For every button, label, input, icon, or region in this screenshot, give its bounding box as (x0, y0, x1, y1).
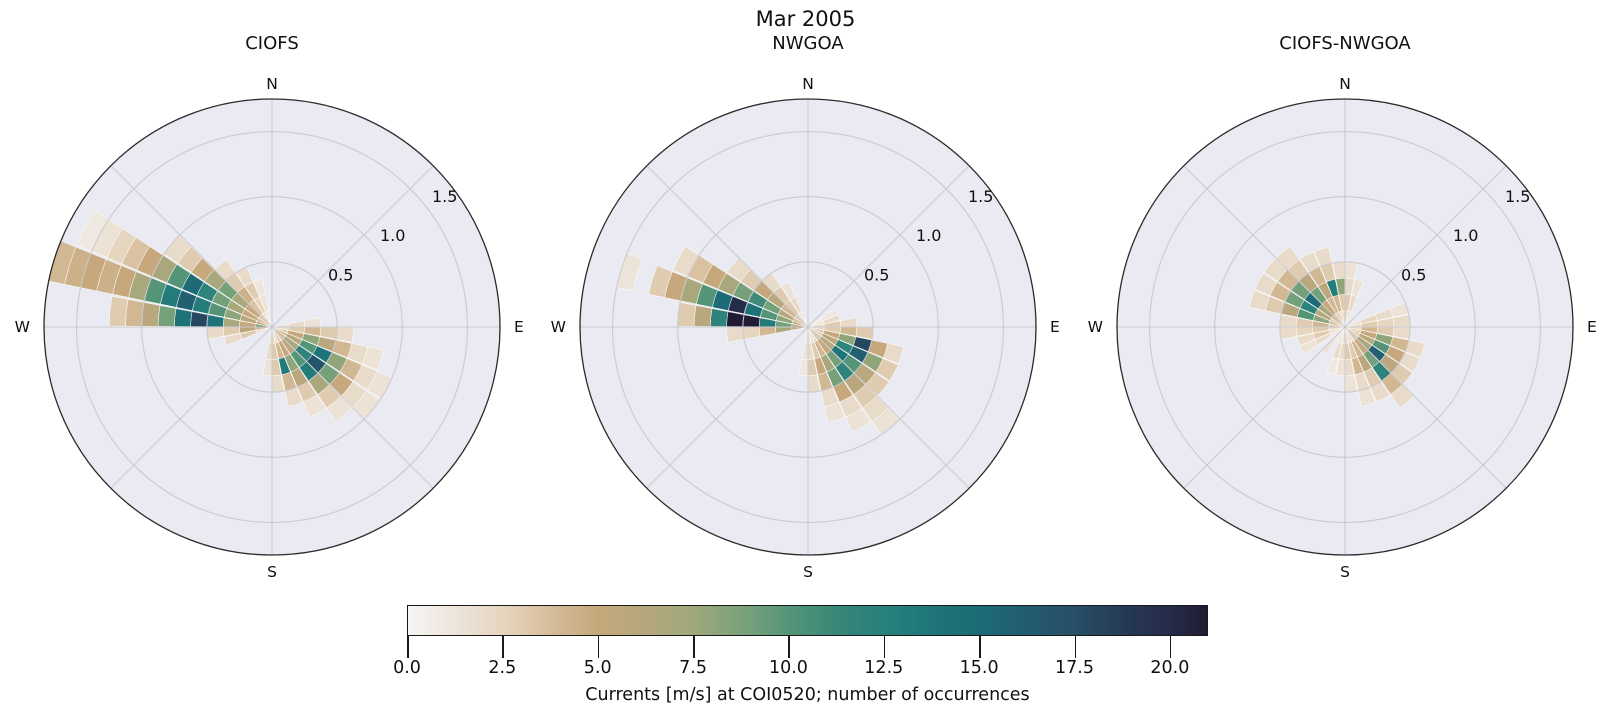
svg-text:1.0: 1.0 (380, 226, 405, 245)
svg-text:E: E (514, 318, 524, 336)
colorbar-tick (597, 636, 600, 658)
colorbar-tick-label: 0.0 (393, 658, 421, 678)
svg-text:S: S (1340, 563, 1350, 580)
colorbar-tick (979, 636, 981, 658)
colorbar-label: Currents [m/s] at COI0520; number of occ… (585, 685, 1030, 705)
colorbar-tick (883, 636, 886, 658)
ciofs-rose-plot: N E S W 0.5 1.0 1.5 (15, 75, 524, 580)
colorbar-tick (788, 636, 790, 658)
subplot-ciofs: CIOFS N E S W 0.5 1.0 1.5 (12, 33, 532, 580)
colorbar-gradient (407, 605, 1208, 636)
svg-text:0.5: 0.5 (864, 265, 889, 284)
subplot-nwgoa: NWGOA N E S W 0.5 1.0 1.5 (548, 33, 1068, 580)
svg-text:W: W (1088, 318, 1103, 336)
svg-text:W: W (551, 318, 566, 336)
colorbar-tick-label: 20.0 (1150, 658, 1190, 678)
colorbar-tick-label: 2.5 (488, 658, 517, 678)
nwgoa-rose-plot: N E S W 0.5 1.0 1.5 (551, 75, 1060, 580)
colorbar-tick (407, 636, 409, 658)
svg-text:1.5: 1.5 (1505, 187, 1530, 206)
ciofs-nwgoa-rose-plot: N E S W 0.5 1.0 1.5 (1088, 75, 1597, 580)
svg-text:1.0: 1.0 (916, 226, 941, 245)
colorbar-tick-label: 7.5 (679, 658, 707, 678)
colorbar-tick-label: 15.0 (959, 658, 999, 678)
svg-text:N: N (802, 75, 814, 93)
subplot-title-nwgoa: NWGOA (772, 33, 844, 54)
colorbar-tick (693, 636, 695, 658)
svg-text:E: E (1050, 318, 1060, 336)
subplot-title-ciofs: CIOFS (245, 33, 299, 54)
svg-text:S: S (267, 563, 277, 580)
figure-title: Mar 2005 (755, 7, 856, 31)
svg-text:0.5: 0.5 (328, 265, 353, 284)
subplot-ciofs-nwgoa: CIOFS-NWGOA N E S W 0.5 1.0 1.5 (1085, 33, 1605, 580)
colorbar-tick-label: 12.5 (864, 658, 904, 678)
svg-text:0.5: 0.5 (1401, 265, 1426, 284)
svg-text:1.5: 1.5 (432, 187, 457, 206)
colorbar-tick-label: 17.5 (1055, 658, 1094, 678)
svg-text:E: E (1587, 318, 1597, 336)
svg-text:N: N (1339, 75, 1351, 93)
svg-text:W: W (15, 318, 30, 336)
colorbar-tick (1169, 636, 1172, 658)
svg-text:1.5: 1.5 (968, 187, 993, 206)
colorbar-tick (502, 636, 504, 658)
colorbar-tick-label: 5.0 (583, 658, 612, 678)
svg-text:1.0: 1.0 (1453, 226, 1478, 245)
colorbar-tick-label: 10.0 (768, 658, 808, 678)
subplot-title-ciofs-nwgoa: CIOFS-NWGOA (1279, 33, 1411, 54)
svg-text:S: S (803, 563, 813, 580)
svg-text:N: N (266, 75, 278, 93)
colorbar-tick (1074, 636, 1076, 658)
